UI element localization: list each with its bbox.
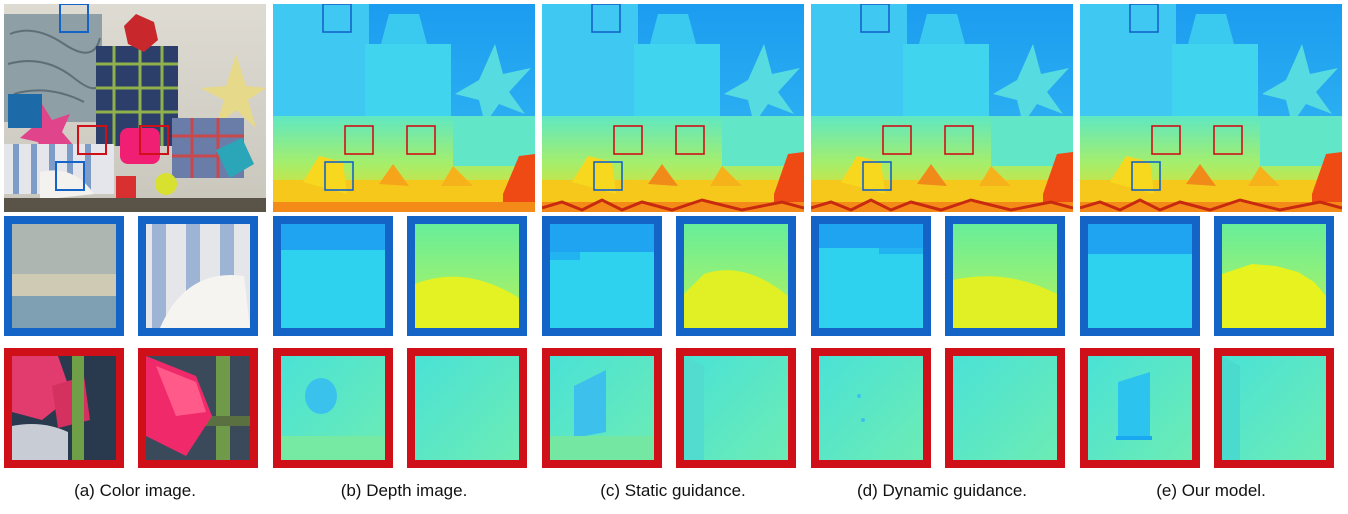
color-image-scene [4,4,266,212]
panel-dynamic-guidance: (d) Dynamic guidance. [811,0,1073,514]
blue-box-marker [59,4,89,33]
model-crop-red-2 [1214,348,1334,468]
panel-static-guidance: (c) Static guidance. [542,0,804,514]
color-crop-red-2 [138,348,258,468]
dynamic-crop-blue-2 [945,216,1065,336]
caption-depth-image: (b) Depth image. [340,481,468,500]
dynamic-crop-red-2 [945,348,1065,468]
model-crop-blue-1 [1080,216,1200,336]
panel-depth-image: (b) Depth image. [273,0,535,514]
static-crop-red-2 [676,348,796,468]
red-box-marker [139,125,169,155]
static-guidance-map [542,4,804,212]
blue-box-marker [55,161,85,191]
caption-color-image: (a) Color image. [74,481,196,500]
static-crop-blue-2 [676,216,796,336]
model-crop-blue-2 [1214,216,1334,336]
caption-dynamic-guidance: (d) Dynamic guidance. [856,481,1028,500]
panel-our-model: (e) Our model. [1080,0,1342,514]
depth-crop-blue-1 [273,216,393,336]
depth-image-map [273,4,535,212]
red-box-marker [77,125,107,155]
dynamic-crop-blue-1 [811,216,931,336]
caption-our-model: (e) Our model. [1156,481,1266,500]
panel-color-image: (a) Color image. [4,0,266,514]
color-crop-red-1 [4,348,124,468]
our-model-map [1080,4,1342,212]
depth-crop-red-2 [407,348,527,468]
color-crop-blue-1 [4,216,124,336]
dynamic-crop-red-1 [811,348,931,468]
dynamic-guidance-map [811,4,1073,212]
depth-crop-blue-2 [407,216,527,336]
static-crop-blue-1 [542,216,662,336]
model-crop-red-1 [1080,348,1200,468]
static-crop-red-1 [542,348,662,468]
color-crop-blue-2 [138,216,258,336]
depth-crop-red-1 [273,348,393,468]
caption-static-guidance: (c) Static guidance. [600,481,746,500]
